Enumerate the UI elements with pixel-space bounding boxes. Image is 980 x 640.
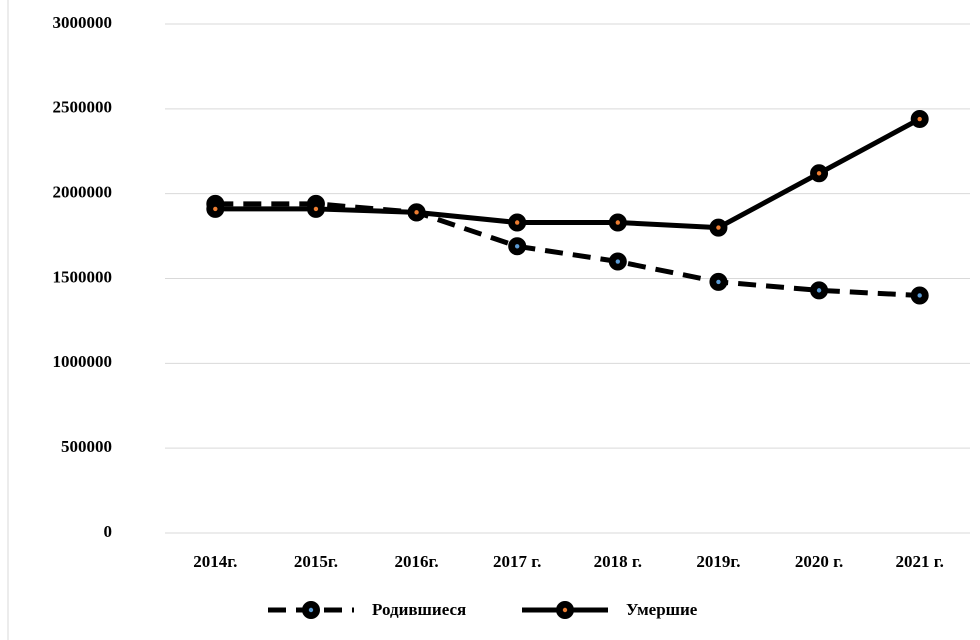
x-tick-label: 2017 г. — [493, 552, 541, 571]
point-marker — [709, 218, 728, 237]
x-tick-label: 2014г. — [193, 552, 237, 571]
y-tick-label: 1500000 — [53, 267, 113, 286]
point-marker — [206, 199, 225, 218]
series-line — [215, 116, 921, 231]
series-line — [215, 201, 920, 298]
legend-label: Родившиеся — [372, 600, 466, 619]
point-marker — [407, 203, 426, 222]
point-marker — [306, 199, 325, 218]
legend-marker — [302, 601, 320, 619]
x-tick-label: 2015г. — [294, 552, 338, 571]
legend-marker — [556, 601, 574, 619]
point-marker — [508, 213, 527, 232]
point-marker — [810, 281, 829, 300]
x-tick-label: 2018 г. — [594, 552, 642, 571]
point-marker — [709, 272, 728, 291]
point-marker — [608, 252, 627, 271]
y-tick-label: 2500000 — [53, 98, 113, 117]
point-marker — [910, 110, 929, 129]
x-tick-label: 2019г. — [696, 552, 740, 571]
y-tick-label: 3000000 — [53, 13, 113, 32]
x-tick-label: 2021 г. — [896, 552, 944, 571]
x-tick-label: 2020 г. — [795, 552, 843, 571]
point-marker — [810, 164, 829, 183]
y-tick-label: 500000 — [61, 437, 112, 456]
x-tick-label: 2016г. — [395, 552, 439, 571]
y-tick-label: 0 — [104, 522, 113, 541]
legend-label: Умершие — [626, 600, 698, 619]
point-marker — [508, 237, 527, 256]
point-marker — [608, 213, 627, 232]
y-tick-label: 1000000 — [53, 352, 113, 371]
y-tick-label: 2000000 — [53, 183, 113, 202]
point-marker — [910, 286, 929, 305]
